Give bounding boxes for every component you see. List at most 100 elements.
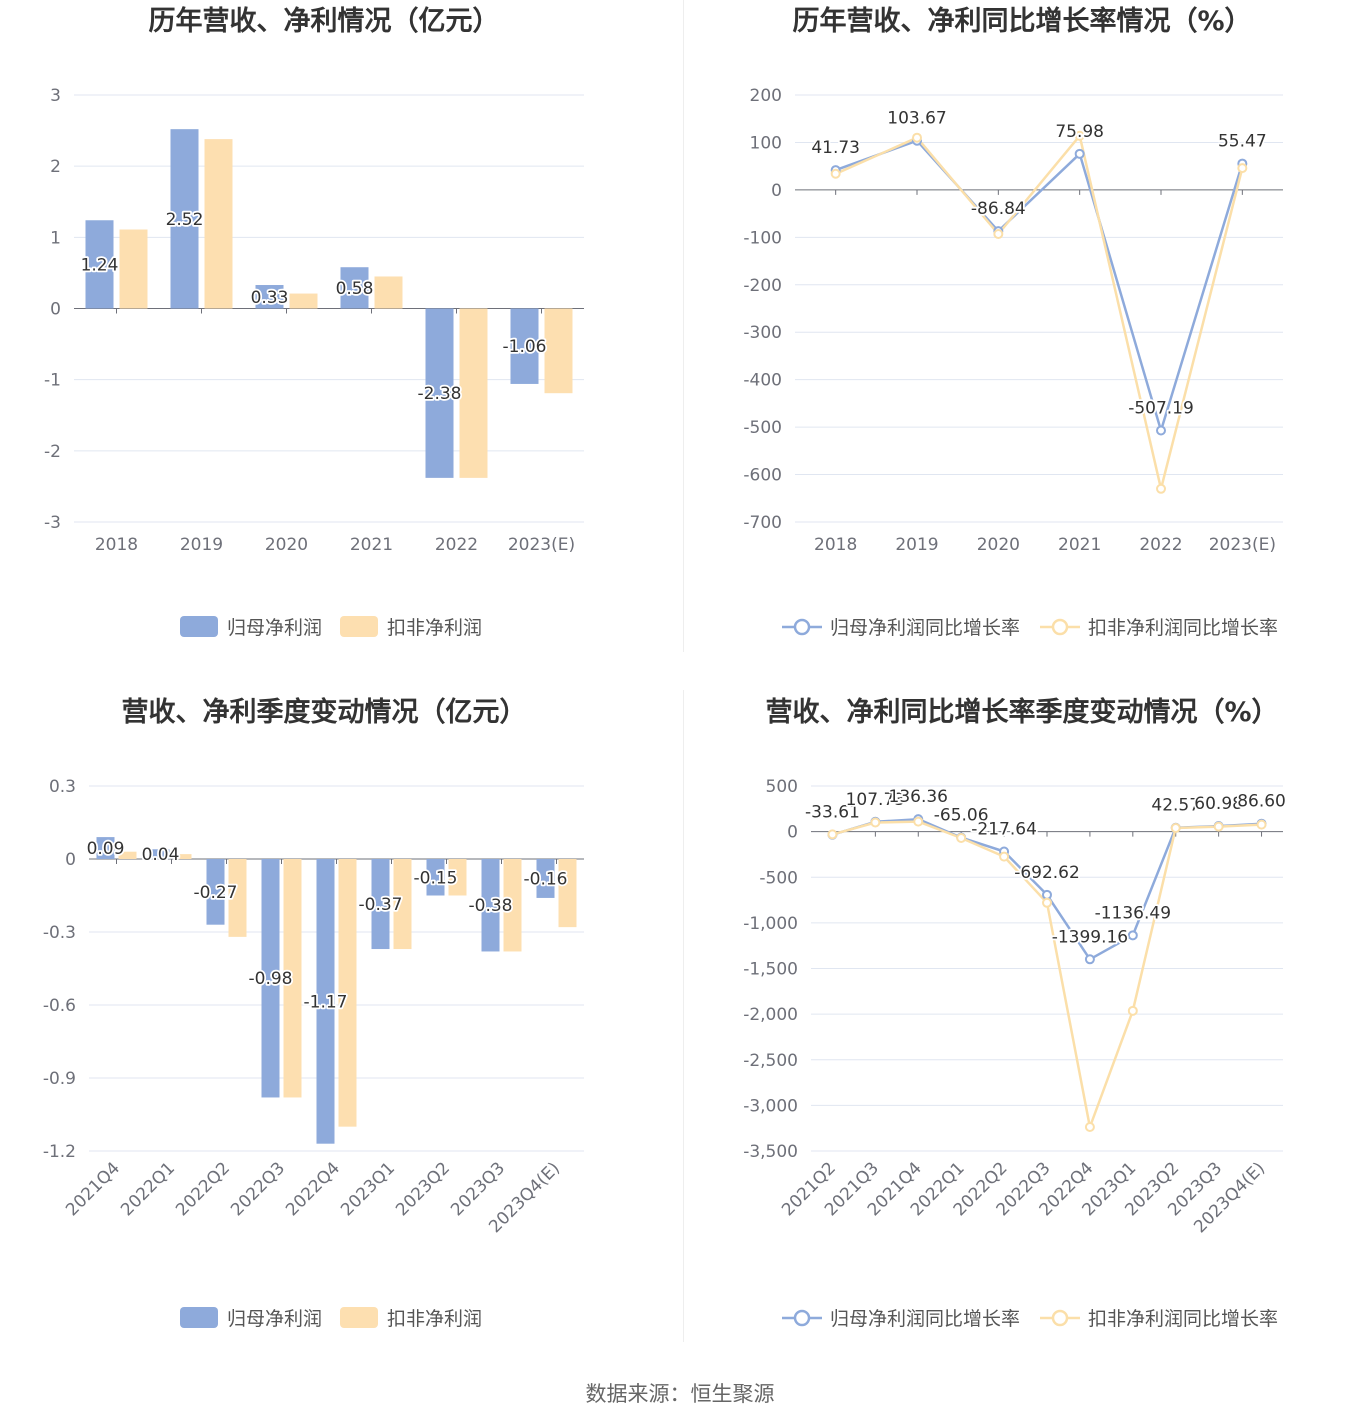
y-tick-label: -1	[44, 371, 61, 391]
bar-s1-2023e	[510, 308, 539, 384]
chart-4: 营收、净利同比增长率季度变动情况（%）5000-500-1,000-1,500-…	[743, 696, 1287, 1330]
bar-s1-2021	[340, 267, 369, 309]
y-tick-label: 0	[787, 823, 798, 843]
legend-circle-icon	[793, 618, 811, 636]
data-label-s1-2021q2: -33.61	[805, 803, 860, 823]
x-tick-label-2023q2: 2023Q2	[392, 1158, 454, 1220]
legend-label: 归母净利润同比增长率	[830, 1308, 1020, 1330]
chart-title: 营收、净利季度变动情况（亿元）	[122, 696, 527, 728]
y-tick-label: -3,000	[743, 1096, 798, 1116]
data-label-s1-2023q3: 60.98	[1194, 794, 1243, 814]
data-label-s1-2023q4e: 86.60	[1237, 792, 1286, 812]
x-tick-label-2023e: 2023(E)	[508, 535, 575, 555]
point-s2-2022q4	[1084, 1122, 1095, 1133]
x-tick-label-2020: 2020	[265, 535, 308, 555]
y-tick-label: -700	[743, 513, 782, 533]
data-source-note: 数据来源：恒生聚源	[585, 1382, 775, 1406]
data-label-s1-2020: 0.33	[251, 288, 289, 308]
point-s2-2021q3	[870, 817, 881, 828]
data-label-s1-2022q4: -1.17	[304, 992, 348, 1012]
bar-s1-2023q4e	[536, 859, 555, 898]
chart-title: 历年营收、净利情况（亿元）	[149, 5, 500, 37]
x-tick-label-2023e: 2023(E)	[1209, 535, 1276, 555]
point-s2-2019	[912, 132, 922, 143]
legend-item-2[interactable]: 扣非净利润同比增长率	[1040, 617, 1278, 639]
x-tick-label-2019: 2019	[895, 535, 938, 555]
data-labels: 0.09 0.04 -0.27 -0.98 -1.17 -0.37 -0.15 -0.38 -0…	[85, 837, 569, 1014]
legend-item-2[interactable]: 扣非净利润同比增长率	[1040, 1308, 1278, 1330]
y-tick-label: 0	[65, 850, 76, 870]
legend-item-1[interactable]: 归母净利润同比增长率	[782, 617, 1020, 639]
y-tick-label: -500	[759, 868, 798, 888]
legend: 归母净利润 扣非净利润	[180, 616, 482, 639]
legend-item-1[interactable]: 归母净利润	[180, 616, 322, 639]
y-tick-label: -400	[743, 371, 782, 391]
legend-swatch	[180, 616, 218, 637]
point-s1-2022q4	[1084, 954, 1095, 965]
y-tick-label: -500	[743, 418, 782, 438]
point-s2-2022	[1156, 483, 1166, 494]
data-label-s1-2018: 41.73	[811, 138, 860, 158]
y-tick-label: -300	[743, 323, 782, 343]
bar-s2-2023q4e	[558, 859, 577, 928]
data-label-s1-2019: 2.52	[166, 210, 204, 230]
legend-item-2[interactable]: 扣非净利润	[340, 1307, 482, 1330]
bar-s1-2022q1	[151, 849, 170, 859]
x-tick-label-2022q4: 2022Q4	[282, 1158, 344, 1220]
bar-s2-2023q1	[393, 859, 412, 950]
legend-item-1[interactable]: 归母净利润	[180, 1307, 322, 1330]
data-label-s1-2022q1: 0.04	[142, 845, 180, 865]
point-s1-2022	[1156, 425, 1166, 436]
data-label-s1-2023q2: 42.57	[1151, 796, 1200, 816]
data-label-s1-2021: 75.98	[1055, 122, 1104, 142]
bar-s2-2023q3	[503, 859, 522, 952]
point-s2-2023q4e	[1256, 819, 1267, 830]
legend-item-1[interactable]: 归母净利润同比增长率	[782, 1308, 1020, 1330]
bar-s1-2022q3	[261, 859, 280, 1098]
data-label-s1-2022q1: -65.06	[934, 806, 989, 826]
x-tick-label-2023q1: 2023Q1	[337, 1158, 399, 1220]
legend: 归母净利润同比增长率 扣非净利润同比增长率	[782, 617, 1278, 639]
legend-circle-icon	[1051, 1309, 1069, 1327]
data-label-s1-2019: 103.67	[887, 109, 946, 129]
data-label-s1-2023q1: -0.37	[359, 895, 403, 915]
line-s1	[835, 139, 1244, 432]
data-label-s1-2023e: 55.47	[1218, 132, 1267, 152]
legend-item-2[interactable]: 扣非净利润	[340, 616, 482, 639]
point-s2-2022q3	[1042, 897, 1052, 908]
y-tick-label: -2,500	[743, 1051, 798, 1071]
x-tick-label-2022: 2022	[435, 535, 478, 555]
data-label-s1-2022q2: -217.64	[971, 819, 1037, 839]
y-tick-label: -0.3	[43, 923, 76, 943]
data-label-s1-2023q3: -0.38	[469, 896, 513, 916]
point-s2-2021q2	[827, 829, 838, 840]
point-s1-2022q3	[1042, 889, 1052, 900]
x-tick-label-2019: 2019	[180, 535, 223, 555]
y-tick-label: 200	[750, 86, 782, 106]
x-axis: 2021Q22021Q32021Q42022Q12022Q22022Q32022…	[778, 831, 1283, 1237]
bar-s2-2021	[374, 276, 403, 309]
legend-label: 归母净利润同比增长率	[830, 617, 1020, 639]
data-label-s1-2022q3: -0.98	[249, 969, 293, 989]
data-label-s1-2018: 1.24	[81, 255, 119, 275]
x-tick-label-2022: 2022	[1139, 535, 1182, 555]
bar-s2-2022q3	[283, 859, 302, 1098]
point-s2-2018	[830, 168, 841, 179]
y-tick-label: 1	[50, 228, 61, 248]
y-axis: 500 0 -500 -1,000 -1,500 -2,000 -2,500 -3,000 -3…	[743, 777, 1283, 1162]
x-axis: 2018 2019 2020 2021 2022 2023(E)	[795, 189, 1283, 555]
point-s1-2021	[1074, 148, 1085, 159]
chart-3: 营收、净利季度变动情况（亿元） 0.3 0 -0.3 -0.6 -0.9 -1.22021Q…	[43, 696, 584, 1330]
bar-s1-2020	[255, 285, 284, 309]
x-tick-label-2021: 2021	[350, 535, 393, 555]
bar-s1-2022q2	[206, 859, 225, 925]
point-s2-2022q2	[999, 851, 1010, 862]
y-tick-label: -0.9	[43, 1069, 76, 1089]
data-label-s1-2023q2: -0.15	[414, 868, 458, 888]
data-label-s1-2022: -2.38	[418, 384, 462, 404]
point-s2-2023q3	[1213, 821, 1224, 832]
y-tick-label: 500	[766, 777, 798, 797]
bar-s2-2021q4	[118, 851, 137, 859]
bar-s1-2023q3	[481, 859, 500, 952]
bar-s1-2023q1	[371, 859, 390, 950]
